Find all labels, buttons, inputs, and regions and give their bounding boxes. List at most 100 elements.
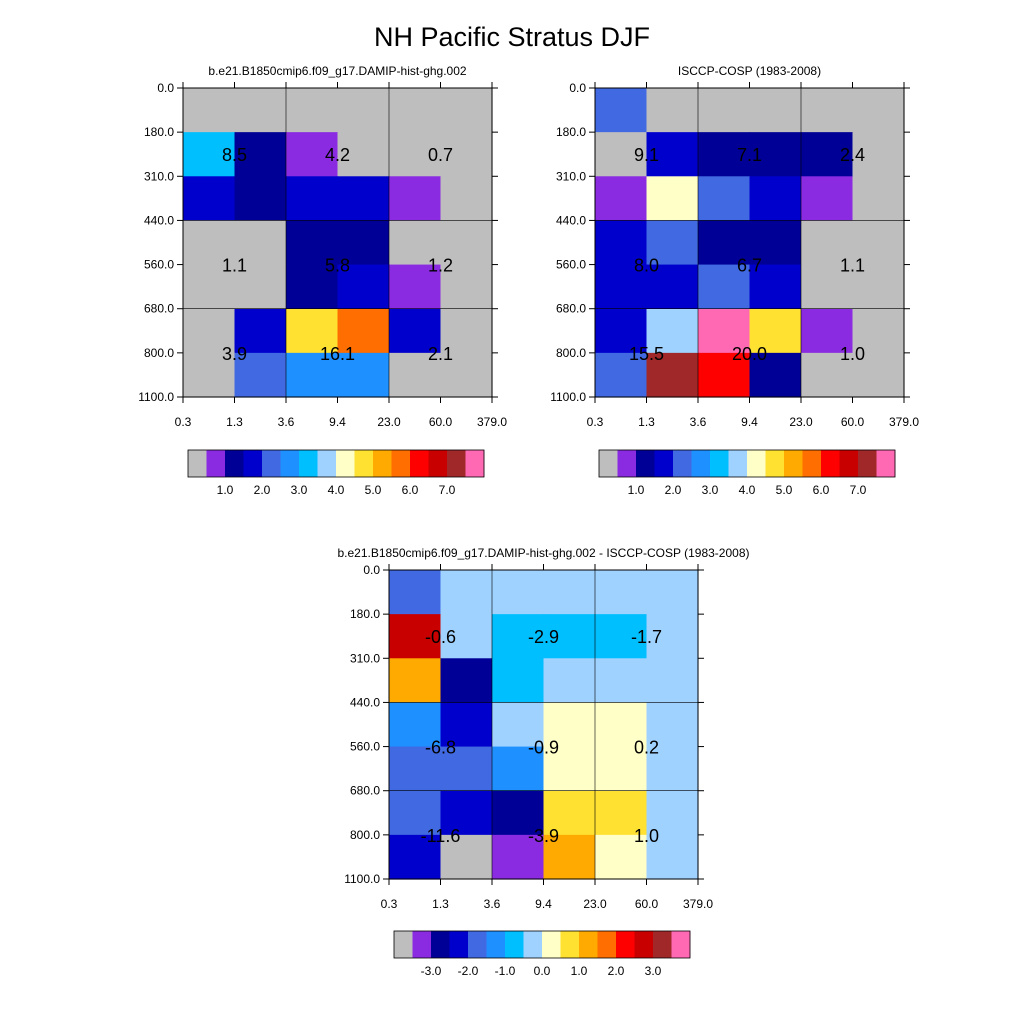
heatmap-cell — [389, 352, 442, 398]
heatmap-cell — [801, 220, 854, 266]
heatmap-cell — [595, 88, 648, 133]
y-tick-label: 680.0 — [144, 302, 174, 316]
heatmap-cell — [337, 352, 390, 398]
colorbar-swatch — [617, 450, 637, 477]
heatmap-cell — [698, 264, 751, 310]
box-value-label: 1.1 — [222, 256, 247, 276]
colorbar-label: -2.0 — [458, 964, 479, 978]
heatmap-cell — [852, 352, 905, 398]
heatmap-cell — [595, 614, 648, 659]
colorbar-swatch — [858, 450, 877, 477]
box-value-label: 2.4 — [840, 145, 865, 165]
x-tick-label: 3.6 — [278, 415, 295, 429]
x-tick-label: 9.4 — [329, 415, 346, 429]
colorbar: -3.0 -2.0 -1.0 0.0 1.0 2.0 3.0 — [393, 930, 691, 978]
heatmap-cell — [646, 702, 699, 748]
box-value-label: 9.1 — [634, 145, 659, 165]
colorbar-label: 5.0 — [776, 483, 793, 497]
colorbar-swatch — [802, 450, 822, 477]
colorbar: 1.0 2.0 3.0 4.0 5.0 6.0 7.0 — [598, 449, 896, 497]
heatmap-cell — [749, 352, 802, 398]
heatmap-cell — [852, 176, 905, 222]
heatmap-cell — [698, 88, 751, 133]
box-value-label: 2.1 — [428, 344, 453, 364]
y-tick-label: 1100.0 — [550, 390, 586, 404]
box-value-label: -11.6 — [421, 826, 461, 846]
heatmap-cell — [595, 570, 648, 615]
heatmap-cell — [492, 746, 545, 792]
heatmap-cell — [646, 220, 699, 266]
colorbar-swatch — [486, 931, 506, 958]
colorbar-label: 2.0 — [608, 964, 625, 978]
x-tick-label: 9.4 — [535, 897, 552, 911]
colorbar-swatch — [431, 931, 450, 958]
heatmap-cell — [440, 352, 493, 398]
colorbar-swatch — [447, 450, 466, 477]
heatmap-cell — [492, 702, 545, 748]
x-tick-label: 379.0 — [889, 415, 919, 429]
colorbar-label: 7.0 — [850, 483, 867, 497]
colorbar-swatch — [225, 450, 244, 477]
colorbar-swatch — [765, 450, 785, 477]
box-value-label: 0.2 — [634, 738, 659, 758]
colorbar-label: 6.0 — [402, 483, 419, 497]
colorbar-label: 2.0 — [665, 483, 682, 497]
y-tick-label: 0.0 — [363, 563, 380, 577]
colorbar-swatch — [636, 450, 655, 477]
heatmap-cell — [801, 132, 854, 177]
panel-1: b.e21.B1850cmip6.f09_g17.DAMIP-hist-ghg.… — [138, 64, 507, 497]
heatmap-cell — [749, 88, 802, 133]
heatmap-cell — [234, 264, 287, 310]
heatmap-cell — [389, 308, 442, 354]
colorbar-swatch — [394, 931, 413, 958]
heatmap-cell — [801, 352, 854, 398]
colorbar-swatch — [243, 450, 263, 477]
heatmap-cell — [492, 614, 545, 659]
heatmap-cell — [234, 220, 287, 266]
colorbar-swatch — [299, 450, 318, 477]
heatmap-cell — [337, 264, 390, 310]
box-value-label: 5.8 — [325, 256, 350, 276]
colorbar-label: 4.0 — [739, 483, 756, 497]
box-value-label: -0.9 — [528, 738, 559, 758]
heatmap-cell — [440, 746, 493, 792]
colorbar-swatch — [465, 450, 485, 477]
heatmap-cell — [646, 264, 699, 310]
colorbar-swatch — [579, 931, 598, 958]
colorbar-swatch — [317, 450, 337, 477]
colorbar-swatch — [728, 450, 748, 477]
colorbar-swatch — [616, 931, 635, 958]
colorbar-swatch — [671, 931, 691, 958]
colorbar-swatch — [373, 450, 392, 477]
colorbar-label: 3.0 — [645, 964, 662, 978]
colorbar-swatch — [412, 931, 432, 958]
heatmap-cell — [440, 790, 493, 836]
box-value-label: 15.5 — [629, 344, 664, 364]
heatmap-cell — [749, 264, 802, 310]
colorbar-frame — [187, 449, 485, 478]
heatmap-cell — [234, 132, 287, 177]
heatmap-cell — [698, 176, 751, 222]
heatmap-cell — [543, 746, 596, 792]
box-value-label: 7.1 — [737, 145, 762, 165]
colorbar-frame — [393, 930, 691, 959]
heatmap-cell — [389, 834, 442, 880]
box-value-label: 6.7 — [737, 256, 762, 276]
heatmap-cell — [337, 88, 390, 133]
heatmap-cell — [595, 264, 648, 310]
heatmap-cell — [646, 176, 699, 222]
heatmap-cell — [646, 570, 699, 615]
colorbar-swatch — [523, 931, 543, 958]
colorbar-label: 5.0 — [365, 483, 382, 497]
x-tick-label: 1.3 — [432, 897, 449, 911]
colorbar-swatch — [206, 450, 226, 477]
y-tick-label: 800.0 — [350, 828, 380, 842]
y-tick-label: 180.0 — [556, 125, 586, 139]
y-tick-label: 180.0 — [350, 607, 380, 621]
colorbar-swatch — [354, 450, 374, 477]
x-tick-label: 0.3 — [175, 415, 192, 429]
y-tick-label: 180.0 — [144, 125, 174, 139]
heatmap-cell — [852, 132, 905, 177]
colorbar-swatch — [188, 450, 207, 477]
x-tick-label: 1.3 — [226, 415, 243, 429]
